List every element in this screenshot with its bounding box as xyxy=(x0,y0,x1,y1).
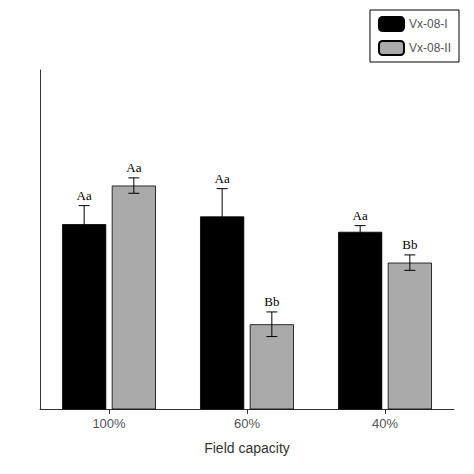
svg-text:Field capacity: Field capacity xyxy=(204,440,290,456)
svg-text:40%: 40% xyxy=(372,416,398,431)
svg-text:Vx-08-II: Vx-08-II xyxy=(409,41,451,55)
svg-text:Vx-08-I: Vx-08-I xyxy=(409,17,448,31)
svg-text:Aa: Aa xyxy=(77,188,92,203)
svg-text:Aa: Aa xyxy=(126,160,141,175)
svg-text:100%: 100% xyxy=(92,416,126,431)
svg-text:Bb: Bb xyxy=(264,294,279,309)
svg-text:Aa: Aa xyxy=(215,171,230,186)
svg-text:Bb: Bb xyxy=(402,237,417,252)
svg-text:60%: 60% xyxy=(234,416,260,431)
svg-text:Aa: Aa xyxy=(353,208,368,223)
